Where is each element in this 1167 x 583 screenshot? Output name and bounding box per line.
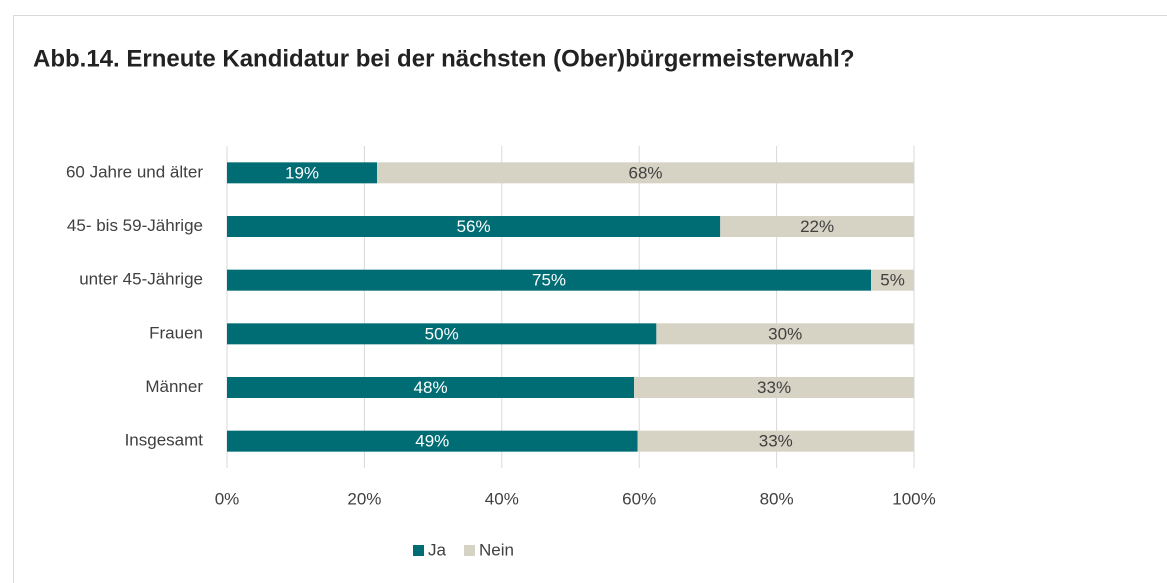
y-tick-label: Insgesamt (125, 431, 204, 450)
y-tick-label: Frauen (149, 323, 203, 342)
data-label: 33% (757, 378, 791, 397)
bar-segment (377, 162, 914, 184)
bar-segment (720, 216, 914, 237)
bar-segment (871, 269, 914, 291)
legend-label: Ja (428, 540, 447, 559)
bar-segment (656, 323, 914, 345)
bar-segment (227, 216, 721, 237)
frame (13, 15, 1167, 583)
data-label: 75% (532, 271, 566, 290)
legend-label: Nein (479, 540, 514, 559)
y-tick-label: 45- bis 59-Jährige (67, 216, 203, 235)
y-tick-label: unter 45-Jährige (79, 270, 203, 289)
data-label: 50% (425, 324, 459, 343)
data-label: 5% (880, 271, 905, 290)
bar-segment (227, 430, 638, 452)
data-label: 30% (768, 324, 802, 343)
data-label: 68% (629, 163, 663, 182)
bar-segment (634, 377, 914, 398)
x-tick-label: 40% (485, 489, 519, 508)
chart-title: Abb.14. Erneute Kandidatur bei der nächs… (33, 45, 855, 72)
bar-segment (227, 323, 657, 345)
bar-segment (227, 377, 635, 398)
bar-segment (637, 430, 914, 452)
x-tick-label: 20% (347, 489, 381, 508)
data-label: 19% (285, 163, 319, 182)
bar-segment (227, 162, 378, 184)
x-tick-label: 100% (892, 489, 935, 508)
data-label: 22% (800, 217, 834, 236)
x-tick-label: 60% (622, 489, 656, 508)
bar-segment (227, 269, 872, 291)
y-tick-label: 60 Jahre und älter (66, 162, 203, 181)
legend-swatch (413, 545, 424, 556)
legend-swatch (463, 545, 475, 556)
data-label: 48% (414, 378, 448, 397)
data-label: 33% (759, 432, 793, 451)
data-label: 49% (415, 432, 449, 451)
x-tick-label: 0% (215, 489, 240, 508)
data-label: 56% (457, 217, 491, 236)
y-tick-label: Männer (145, 377, 203, 396)
x-tick-label: 80% (760, 489, 794, 508)
